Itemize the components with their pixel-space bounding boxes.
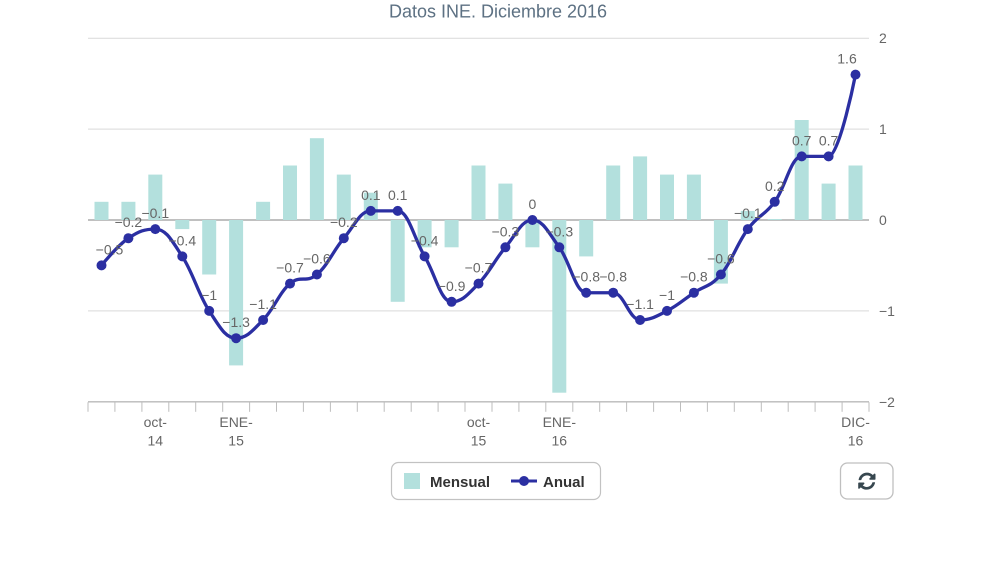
- svg-text:−0.1: −0.1: [141, 205, 169, 221]
- svg-text:ENE-: ENE-: [219, 414, 253, 430]
- svg-text:−1: −1: [201, 287, 217, 303]
- svg-text:−0.6: −0.6: [303, 251, 331, 267]
- svg-text:2: 2: [879, 30, 887, 46]
- svg-text:Anual: Anual: [543, 474, 585, 491]
- svg-text:0.7: 0.7: [819, 132, 839, 148]
- svg-text:−0.7: −0.7: [276, 260, 304, 276]
- svg-text:−0.1: −0.1: [734, 205, 762, 221]
- svg-text:−0.3: −0.3: [545, 223, 573, 239]
- svg-text:−0.4: −0.4: [168, 232, 196, 248]
- svg-text:−1: −1: [879, 303, 895, 319]
- svg-text:0.7: 0.7: [792, 132, 812, 148]
- svg-text:16: 16: [848, 433, 864, 449]
- svg-text:−0.8: −0.8: [599, 269, 627, 285]
- svg-text:−0.5: −0.5: [96, 241, 124, 257]
- svg-text:1.6: 1.6: [837, 51, 857, 67]
- svg-text:−1.3: −1.3: [222, 314, 250, 330]
- svg-text:−0.4: −0.4: [411, 232, 439, 248]
- svg-text:−0.9: −0.9: [438, 278, 466, 294]
- svg-text:1: 1: [879, 121, 887, 137]
- svg-text:15: 15: [471, 433, 487, 449]
- svg-text:0.1: 0.1: [388, 187, 408, 203]
- svg-text:oct-: oct-: [144, 414, 168, 430]
- svg-text:DIC-: DIC-: [841, 414, 870, 430]
- svg-text:oct-: oct-: [467, 414, 491, 430]
- svg-text:−0.2: −0.2: [330, 214, 358, 230]
- svg-text:−2: −2: [879, 394, 895, 410]
- svg-text:−1: −1: [659, 287, 675, 303]
- svg-text:14: 14: [148, 433, 164, 449]
- svg-text:Datos INE. Diciembre 2016: Datos INE. Diciembre 2016: [389, 2, 607, 22]
- svg-text:−0.8: −0.8: [572, 269, 600, 285]
- svg-text:−0.2: −0.2: [115, 214, 143, 230]
- svg-text:−0.6: −0.6: [707, 251, 735, 267]
- svg-text:−1.1: −1.1: [626, 296, 654, 312]
- svg-text:−0.3: −0.3: [492, 223, 520, 239]
- svg-text:Mensual: Mensual: [430, 474, 490, 491]
- svg-text:0.2: 0.2: [765, 178, 785, 194]
- svg-text:15: 15: [228, 433, 244, 449]
- svg-text:0: 0: [879, 212, 887, 228]
- svg-text:−0.8: −0.8: [680, 269, 708, 285]
- svg-text:−1.1: −1.1: [249, 296, 277, 312]
- svg-text:0: 0: [529, 196, 537, 212]
- svg-text:ENE-: ENE-: [543, 414, 577, 430]
- svg-text:16: 16: [552, 433, 568, 449]
- svg-text:0.1: 0.1: [361, 187, 381, 203]
- svg-text:−0.7: −0.7: [465, 260, 493, 276]
